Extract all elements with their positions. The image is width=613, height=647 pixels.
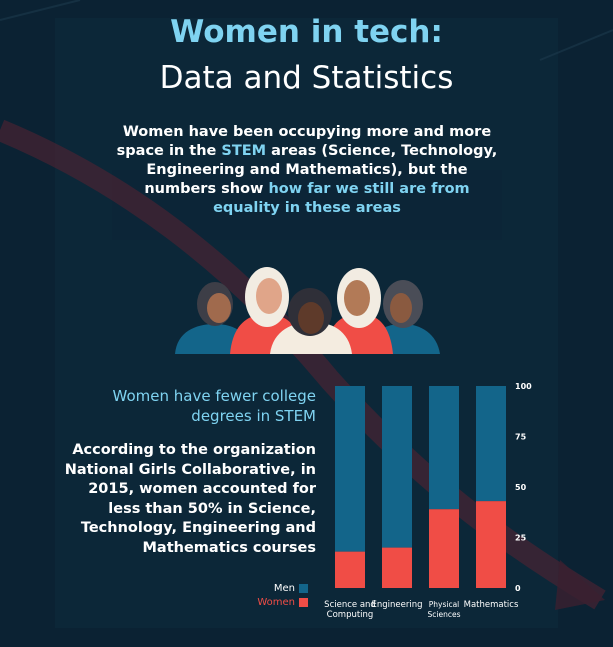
title-accent: Women in tech: [170,14,443,50]
bar-women-2 [429,509,459,588]
intro-highlight-stem: STEM [221,143,267,159]
y-tick-label-4: 100 [515,382,532,391]
intro-paragraph: Women have been occupying more and more … [112,123,502,218]
y-tick-label-3: 75 [515,433,527,442]
category-label-2-0: Physical [429,600,460,609]
category-label-2-1: Sciences [428,610,461,619]
chart-legend: Men Women [220,581,308,609]
intro-text-part1: Women have been occupying more and more … [116,124,492,159]
bar-men-0 [335,386,365,552]
bar-men-3 [476,386,506,502]
category-label-0-0: Science and [324,600,376,610]
legend-label-women: Women [257,596,295,608]
group-of-women-illustration [175,267,440,354]
intro-text-part2: areas (Science, Technology, Engineering … [144,143,498,197]
legend-label-men: Men [273,582,295,594]
bar-women-3 [476,501,506,588]
legend-item-women: Women [220,595,308,609]
legend-swatch-women [299,597,308,607]
section-body: According to the organization National G… [64,442,316,556]
category-label-0-1: Computing [327,610,374,620]
page-title: Data and Statistics [159,60,454,96]
y-tick-label-0: 0 [515,584,521,593]
legend-swatch-men [299,583,308,593]
bar-men-2 [429,386,459,510]
legend-item-men: Men [220,581,308,595]
bar-women-1 [382,547,412,588]
category-label-3-0: Mathematics [464,600,519,610]
section-heading: Women have fewer college degrees in STEM [112,387,317,425]
y-tick-label-1: 25 [515,534,527,543]
intro-highlight-equality: how far we still are from equality in th… [213,181,470,216]
y-tick-label-2: 50 [515,483,527,492]
category-label-1-0: Engineering [372,600,423,610]
bar-women-0 [335,551,365,588]
bar-men-1 [382,386,412,548]
